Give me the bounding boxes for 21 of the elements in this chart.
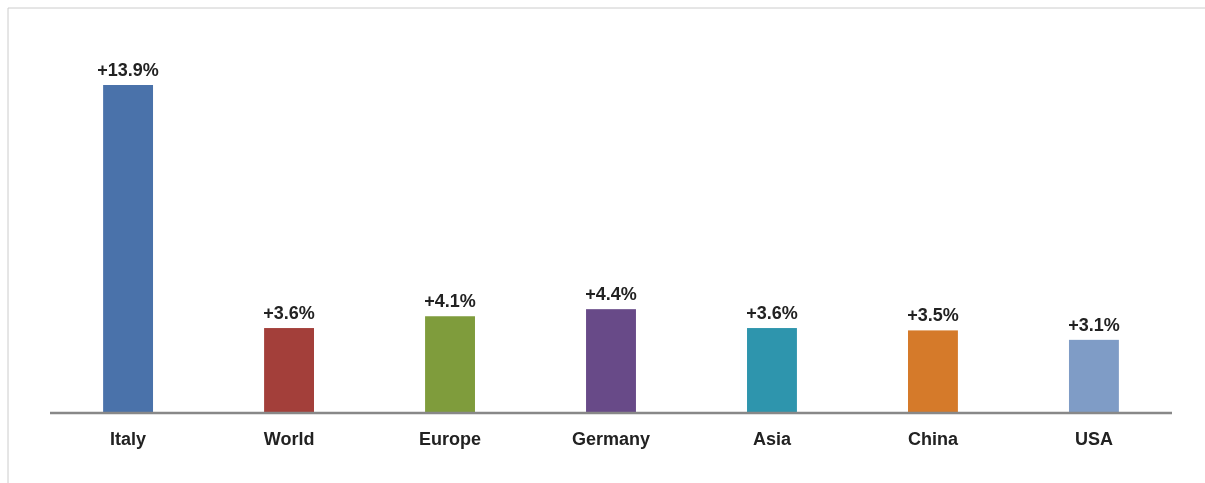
x-tick-label: USA <box>1074 428 1113 449</box>
data-label: +3.5% <box>907 305 959 326</box>
x-tick-label: Italy <box>110 428 147 449</box>
bar <box>264 328 314 413</box>
data-label: +4.4% <box>585 284 637 305</box>
x-tick-label: Europe <box>419 428 482 449</box>
bar <box>425 316 475 413</box>
bar <box>747 328 797 413</box>
x-tick-label: China <box>907 428 959 449</box>
data-label: +3.6% <box>746 303 798 324</box>
data-label: +4.1% <box>424 291 476 312</box>
data-label: +3.1% <box>1068 314 1120 335</box>
bar <box>1068 339 1119 413</box>
data-label: +13.9% <box>97 60 159 80</box>
bar <box>103 85 154 413</box>
x-tick-label: World <box>263 428 315 449</box>
data-label: +3.6% <box>263 303 315 324</box>
x-tick-label: Germany <box>571 428 651 449</box>
bar <box>908 330 958 413</box>
bar <box>586 309 636 413</box>
x-tick-label: Asia <box>752 428 792 449</box>
